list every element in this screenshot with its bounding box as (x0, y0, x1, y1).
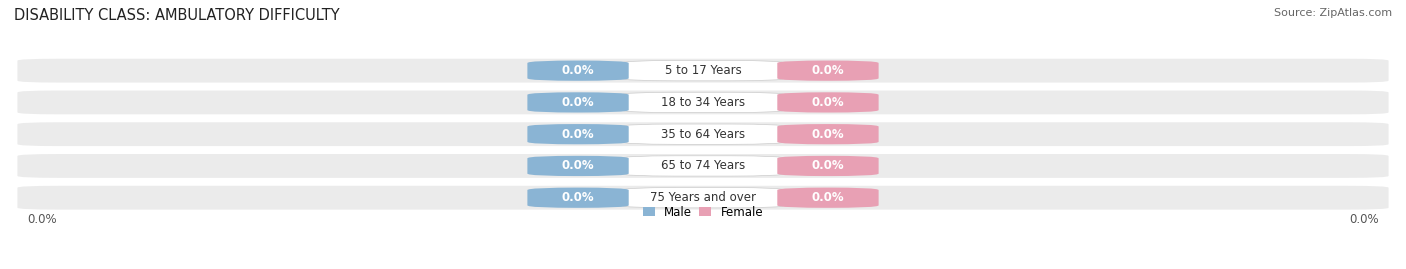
FancyBboxPatch shape (527, 92, 628, 113)
FancyBboxPatch shape (621, 124, 785, 144)
Legend: Male, Female: Male, Female (638, 201, 768, 223)
Text: 0.0%: 0.0% (811, 64, 844, 77)
Text: 0.0%: 0.0% (28, 213, 58, 226)
Text: DISABILITY CLASS: AMBULATORY DIFFICULTY: DISABILITY CLASS: AMBULATORY DIFFICULTY (14, 8, 340, 23)
Text: 0.0%: 0.0% (811, 160, 844, 172)
Text: 35 to 64 Years: 35 to 64 Years (661, 128, 745, 141)
Text: 0.0%: 0.0% (562, 64, 595, 77)
Text: 0.0%: 0.0% (562, 191, 595, 204)
Text: 65 to 74 Years: 65 to 74 Years (661, 160, 745, 172)
Text: 0.0%: 0.0% (562, 96, 595, 109)
FancyBboxPatch shape (621, 61, 785, 81)
FancyBboxPatch shape (527, 156, 628, 176)
FancyBboxPatch shape (527, 187, 628, 208)
Text: Source: ZipAtlas.com: Source: ZipAtlas.com (1274, 8, 1392, 18)
Text: 0.0%: 0.0% (811, 128, 844, 141)
Text: 0.0%: 0.0% (1348, 213, 1378, 226)
FancyBboxPatch shape (778, 187, 879, 208)
FancyBboxPatch shape (17, 154, 1389, 178)
Text: 0.0%: 0.0% (562, 128, 595, 141)
Text: 18 to 34 Years: 18 to 34 Years (661, 96, 745, 109)
FancyBboxPatch shape (778, 61, 879, 81)
Text: 75 Years and over: 75 Years and over (650, 191, 756, 204)
FancyBboxPatch shape (527, 124, 628, 144)
Text: 0.0%: 0.0% (562, 160, 595, 172)
Text: 0.0%: 0.0% (811, 96, 844, 109)
FancyBboxPatch shape (778, 156, 879, 176)
FancyBboxPatch shape (621, 92, 785, 113)
FancyBboxPatch shape (17, 59, 1389, 83)
FancyBboxPatch shape (527, 61, 628, 81)
Text: 0.0%: 0.0% (811, 191, 844, 204)
FancyBboxPatch shape (17, 122, 1389, 146)
FancyBboxPatch shape (621, 187, 785, 208)
Text: 5 to 17 Years: 5 to 17 Years (665, 64, 741, 77)
FancyBboxPatch shape (17, 186, 1389, 210)
FancyBboxPatch shape (778, 124, 879, 144)
FancyBboxPatch shape (778, 92, 879, 113)
FancyBboxPatch shape (17, 90, 1389, 114)
FancyBboxPatch shape (621, 156, 785, 176)
